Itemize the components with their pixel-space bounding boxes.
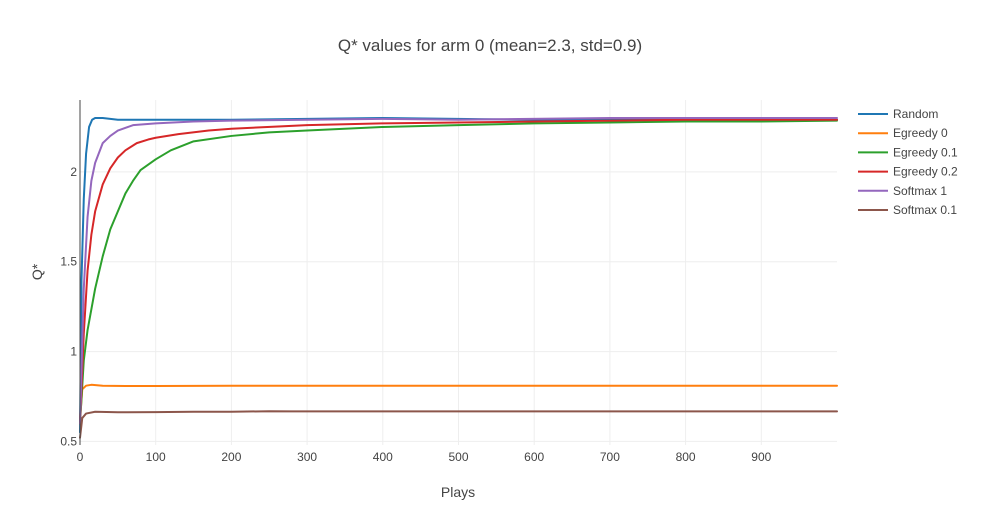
legend-label: Egreedy 0 <box>893 126 948 140</box>
x-tick-label: 600 <box>524 450 544 464</box>
series-line-egreedy-0-1 <box>79 119 838 425</box>
grid-layer <box>80 100 837 445</box>
legend-item[interactable]: Egreedy 0 <box>858 126 948 140</box>
y-tick-label: 1 <box>70 345 77 359</box>
x-tick-label: 900 <box>751 450 771 464</box>
x-tick-label: 500 <box>448 450 468 464</box>
legend[interactable]: Random Egreedy 0 Egreedy 0.1 Egreedy 0.2 Sof… <box>858 107 958 217</box>
x-tick-label: 200 <box>221 450 241 464</box>
legend-label: Softmax 0.1 <box>893 203 957 217</box>
x-tick-label: 100 <box>146 450 166 464</box>
y-axis-title: Q* <box>29 263 45 280</box>
series-line-softmax-1 <box>79 116 838 425</box>
legend-item[interactable]: Egreedy 0.2 <box>858 165 958 179</box>
series-layer <box>79 116 838 439</box>
x-axis-title: Plays <box>441 484 475 500</box>
x-tick-label: 0 <box>77 450 84 464</box>
x-tick-label: 400 <box>373 450 393 464</box>
legend-label: Softmax 1 <box>893 184 947 198</box>
x-tick-label: 300 <box>297 450 317 464</box>
x-tick-label: 800 <box>676 450 696 464</box>
series-line-softmax-0-1 <box>79 410 838 439</box>
legend-label: Egreedy 0.2 <box>893 165 958 179</box>
y-tick-label: 2 <box>70 165 77 179</box>
y-tick-label: 0.5 <box>60 434 77 448</box>
tick-labels: 0 100 200 300 400 500 600 700 800 900 0.5 1 1.5 2 <box>60 165 771 464</box>
chart-title: Q* values for arm 0 (mean=2.3, std=0.9) <box>338 36 642 55</box>
series-line-egreedy-0-2 <box>79 118 838 425</box>
x-tick-label: 700 <box>600 450 620 464</box>
legend-label: Egreedy 0.1 <box>893 145 958 159</box>
legend-item[interactable]: Egreedy 0.1 <box>858 145 958 159</box>
legend-item[interactable]: Softmax 1 <box>858 184 947 198</box>
legend-label: Random <box>893 107 938 121</box>
legend-item[interactable]: Random <box>858 107 938 121</box>
series-line-egreedy-0 <box>79 383 838 421</box>
y-tick-label: 1.5 <box>60 255 77 269</box>
legend-item[interactable]: Softmax 0.1 <box>858 203 957 217</box>
